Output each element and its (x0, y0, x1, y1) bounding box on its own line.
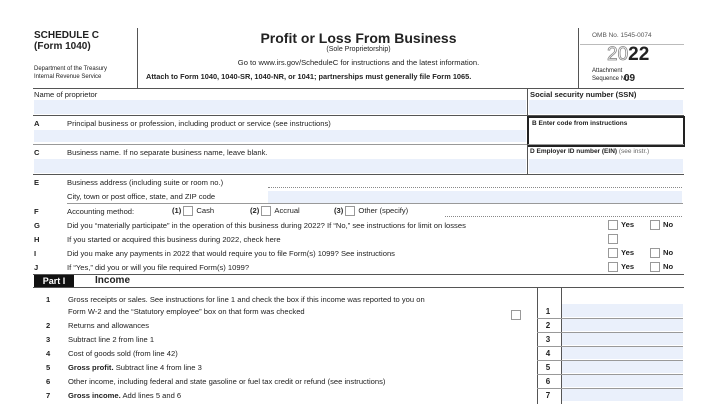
page-title: Profit or Loss From Business (260, 30, 457, 46)
line-1-amount[interactable] (562, 304, 683, 317)
g-yes[interactable]: Yes (608, 220, 634, 230)
line-7-label: Gross income. Add lines 5 and 6 (68, 391, 182, 400)
omb-number: OMB No. 1545-0074 (592, 32, 652, 39)
line-4-amount[interactable] (562, 347, 683, 359)
irs-label: Internal Revenue Service (34, 74, 102, 80)
ein-label: D Employer ID number (EIN) (see instr.) (530, 148, 650, 155)
attachment-label: Attachment (592, 68, 623, 74)
address-input[interactable] (268, 187, 682, 188)
line-6-amount[interactable] (562, 375, 683, 387)
line-h-label: If you started or acquired this business… (67, 235, 281, 244)
cash-option[interactable]: (1) Cash (172, 206, 215, 216)
principal-business-input[interactable] (34, 130, 526, 142)
line-letter-c: C (34, 148, 40, 157)
line-2-amount[interactable] (562, 319, 683, 331)
ssn-input[interactable] (529, 100, 683, 114)
city-input[interactable] (268, 191, 682, 203)
box-3-num: 3 (545, 335, 551, 344)
line-letter-j: J (34, 263, 39, 272)
line-letter-f: F (34, 207, 39, 216)
part-tag: Part I (34, 275, 74, 287)
line-1-num: 1 (46, 295, 51, 304)
line-b-label: Enter code from instructions (538, 120, 628, 127)
line-6-label: Other income, including federal and stat… (68, 377, 386, 386)
g-yes-checkbox[interactable] (608, 220, 618, 230)
i-no[interactable]: No (650, 248, 673, 258)
line-1-label: Gross receipts or sales. See instruction… (68, 295, 425, 304)
line-3-label: Subtract line 2 from line 1 (68, 335, 155, 344)
other-option[interactable]: (3) Other (specify) (334, 206, 409, 216)
box-1-num: 1 (545, 307, 551, 316)
j-yes-checkbox[interactable] (608, 262, 618, 272)
box-5-num: 5 (545, 363, 551, 372)
business-code-box[interactable]: B Enter code from instructions (527, 116, 685, 147)
other-checkbox[interactable] (345, 206, 356, 216)
dept-label: Department of the Treasury (34, 66, 108, 72)
line-3-num: 3 (46, 335, 51, 344)
accrual-option[interactable]: (2) Accrual (250, 206, 300, 216)
line-letter-i: I (34, 249, 37, 258)
line-letter-h: H (34, 235, 40, 244)
cash-checkbox[interactable] (183, 206, 194, 216)
line-7-amount[interactable] (562, 389, 683, 401)
name-input[interactable] (34, 100, 526, 114)
line-2-label: Returns and allowances (68, 321, 150, 330)
business-name-input[interactable] (34, 159, 526, 173)
j-yes[interactable]: Yes (608, 262, 634, 272)
i-yes-checkbox[interactable] (608, 248, 618, 258)
line-g-label: Did you “materially participate” in the … (67, 221, 466, 230)
form-label: (Form 1040) (34, 41, 91, 52)
box-2-num: 2 (545, 321, 551, 330)
line-4-num: 4 (46, 349, 51, 358)
other-specify-input[interactable] (445, 216, 682, 217)
year-light: 20 (607, 44, 629, 66)
box-4-num: 4 (545, 349, 551, 358)
year-bold: 22 (628, 44, 650, 65)
sequence-label: Sequence No. (592, 76, 631, 82)
line-letter-g: G (34, 221, 40, 230)
attach-text: Attach to Form 1040, 1040-SR, 1040-NR, o… (146, 72, 472, 81)
line-j-label: If “Yes,” did you or will you file requi… (67, 263, 250, 272)
i-no-checkbox[interactable] (650, 248, 660, 258)
line-c-label: Business name. If no separate business n… (67, 148, 268, 157)
line-5-label: Gross profit. Subtract line 4 from line … (68, 363, 202, 372)
instructions-link-text: Go to www.irs.gov/ScheduleC for instruct… (237, 58, 480, 67)
line-2-num: 2 (46, 321, 51, 330)
tax-year: 2022 (607, 44, 650, 66)
line-1-label-cont: Form W-2 and the “Statutory employee” bo… (68, 307, 305, 316)
line-letter-e: E (34, 178, 40, 187)
ssn-label: Social security number (SSN) (530, 90, 637, 99)
line-3-amount[interactable] (562, 333, 683, 345)
line-7-num: 7 (46, 391, 51, 400)
i-yes[interactable]: Yes (608, 248, 634, 258)
line-f-label: Accounting method: (67, 207, 135, 216)
accrual-checkbox[interactable] (261, 206, 272, 216)
line-5-amount[interactable] (562, 361, 683, 373)
city-label: City, town or post office, state, and ZI… (67, 192, 216, 201)
box-7-num: 7 (545, 391, 551, 400)
g-no-checkbox[interactable] (650, 220, 660, 230)
j-no[interactable]: No (650, 262, 673, 272)
statutory-employee-checkbox[interactable] (511, 309, 521, 320)
name-label: Name of proprietor (34, 90, 98, 99)
line-5-num: 5 (46, 363, 51, 372)
subtitle: (Sole Proprietorship) (326, 46, 391, 53)
g-no[interactable]: No (650, 220, 673, 230)
schedule-label: SCHEDULE C (34, 30, 100, 41)
line-a-label: Principal business or profession, includ… (67, 119, 331, 128)
ein-input[interactable] (529, 159, 683, 173)
sequence-number: 09 (624, 73, 636, 84)
line-letter-a: A (34, 119, 40, 128)
line-e-label: Business address (including suite or roo… (67, 178, 224, 187)
box-6-num: 6 (545, 377, 551, 386)
h-checkbox[interactable] (608, 234, 621, 244)
line-4-label: Cost of goods sold (from line 42) (68, 349, 178, 358)
line-i-label: Did you make any payments in 2022 that w… (67, 249, 395, 258)
part-title: Income (95, 275, 131, 286)
line-letter-b: B (532, 120, 537, 127)
j-no-checkbox[interactable] (650, 262, 660, 272)
line-6-num: 6 (46, 377, 51, 386)
